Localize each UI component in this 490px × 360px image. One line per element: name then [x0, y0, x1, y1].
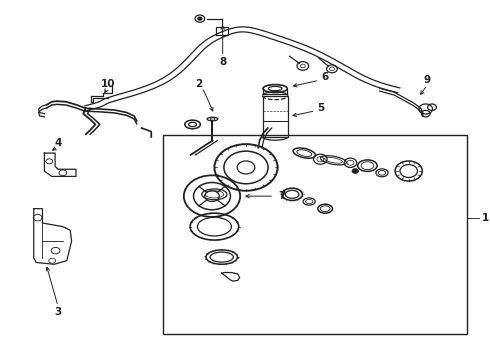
Circle shape [352, 169, 358, 173]
Text: 1: 1 [482, 213, 489, 222]
Text: 10: 10 [101, 79, 116, 89]
Text: 5: 5 [318, 103, 325, 113]
Text: 4: 4 [54, 138, 62, 148]
Text: 3: 3 [54, 307, 62, 316]
Text: 6: 6 [321, 72, 329, 82]
Text: 9: 9 [424, 75, 431, 85]
Text: 8: 8 [219, 57, 226, 67]
Text: 7: 7 [278, 191, 285, 201]
Bar [164, 135, 467, 334]
Bar [263, 96, 288, 137]
Circle shape [198, 17, 202, 20]
Text: 2: 2 [195, 79, 202, 89]
